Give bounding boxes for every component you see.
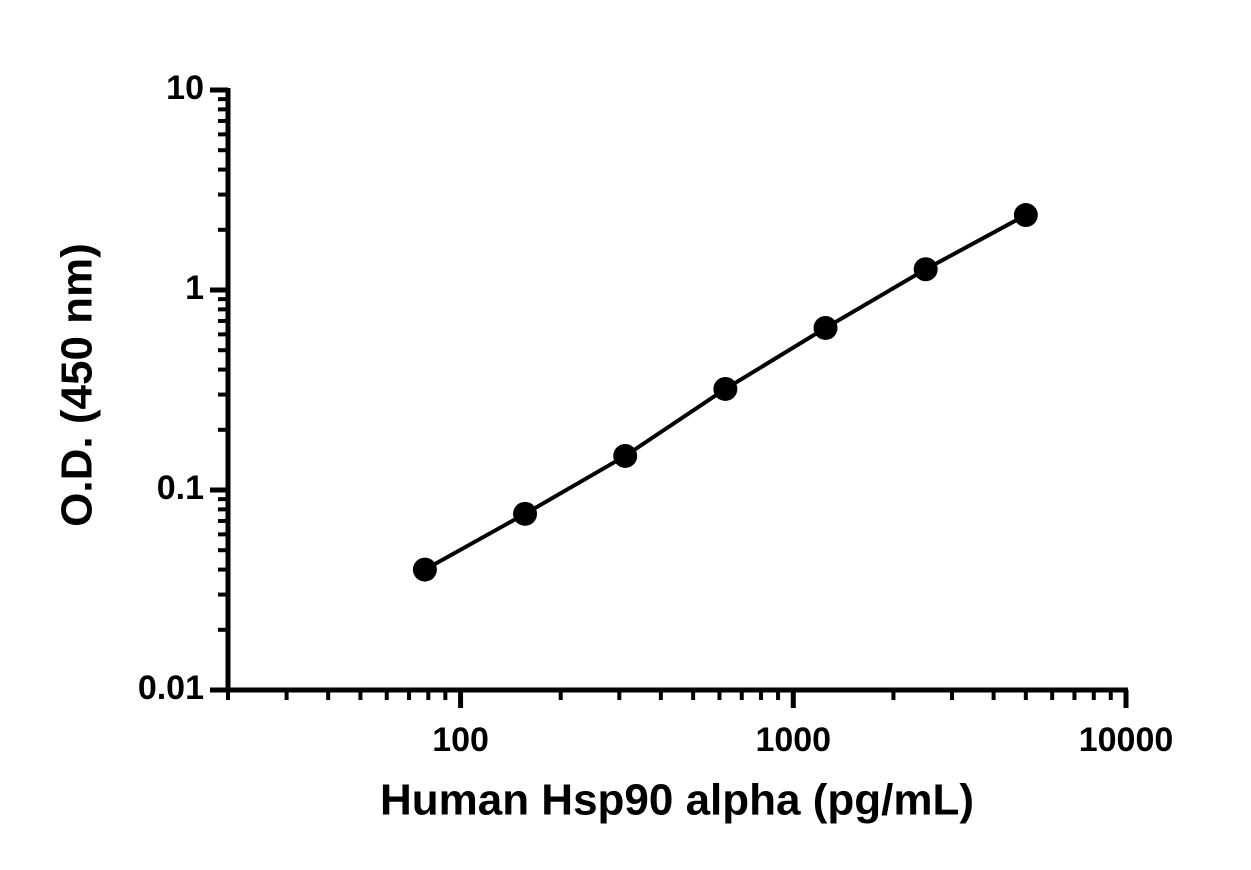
x-tick-label: 10000: [1079, 721, 1174, 759]
y-axis-title: O.D. (450 nm): [53, 243, 102, 527]
y-tick-label: 1: [185, 269, 204, 307]
x-axis-title: Human Hsp90 alpha (pg/mL): [380, 776, 974, 825]
y-tick-label: 0.1: [157, 469, 204, 507]
data-point: [613, 443, 638, 468]
data-point: [513, 501, 538, 526]
y-tick-label: 0.01: [138, 669, 204, 707]
x-tick-label: 1000: [755, 721, 831, 759]
data-point: [1013, 203, 1038, 228]
x-tick-label: 100: [432, 721, 489, 759]
data-point: [813, 315, 838, 340]
data-point: [713, 376, 738, 401]
data-point: [412, 557, 437, 582]
y-tick-label: 10: [166, 69, 204, 107]
data-point: [913, 257, 938, 282]
